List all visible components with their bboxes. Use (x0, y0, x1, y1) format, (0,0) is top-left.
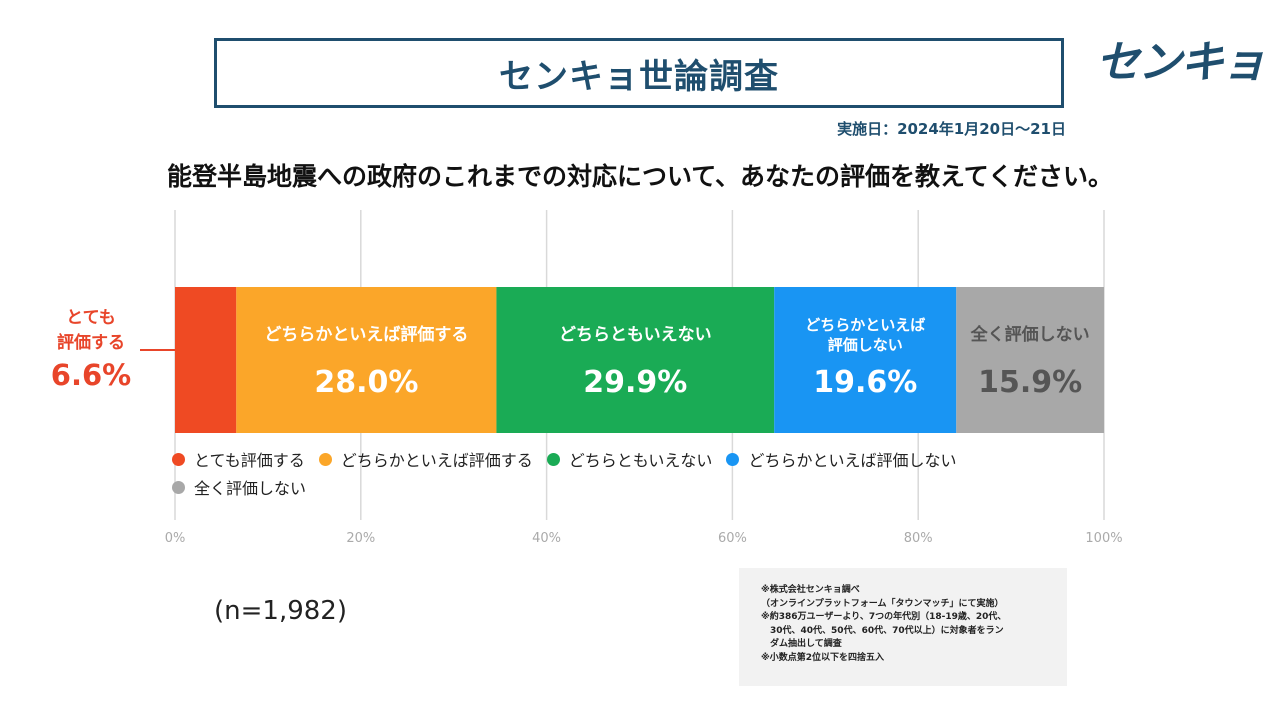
note-line: ※株式会社センキョ調べ (761, 585, 860, 595)
segment-value-label: 19.6% (813, 365, 917, 400)
segment-category-label: 評価しない (828, 336, 903, 354)
legend-label: どちらともいえない (568, 451, 713, 470)
bar-segments: どちらかといえば評価する 28.0% どちらともいえない 29.9% どちらかといえば評… (175, 287, 1104, 433)
first-segment-callout: とても評価する 6.6% (51, 308, 175, 392)
segment-value-label: 6.6% (51, 358, 131, 392)
bar-segment (496, 287, 775, 433)
segment-value-label: 28.0% (314, 365, 418, 400)
note-line: ※小数点第2位以下を四捨五入 (761, 652, 885, 663)
note-line: ※約386万ユーザーより、7つの年代別（18-19歳、20代、 (761, 612, 1007, 622)
bar-segment (175, 287, 237, 433)
chart-legend: とても評価する どちらかといえば評価する どちらともいえない どちらかといえば評価しな… (172, 448, 1052, 498)
bar-segment (236, 287, 497, 433)
legend-label: どちらかといえば評価しない (748, 451, 957, 470)
segment-category-label: どちらともいえない (559, 325, 712, 345)
segment-value-label: 15.9% (978, 365, 1082, 400)
legend-label: どちらかといえば評価する (340, 451, 533, 470)
legend-item: 全く評価しない (172, 476, 306, 498)
x-tick-label: 80% (904, 531, 933, 546)
bar-segment (956, 287, 1104, 433)
segment-category-label: どちらかといえば評価する (264, 324, 468, 345)
legend-item: どちらかといえば評価する (318, 448, 533, 470)
segment-category-label: とても (66, 308, 116, 328)
legend-label: 全く評価しない (194, 479, 307, 498)
x-tick-label: 40% (532, 531, 561, 546)
segment-category-label: 全く評価しない (970, 324, 1090, 345)
title-box: センキョ世論調査 (214, 38, 1064, 108)
note-line: （オンラインプラットフォーム「タウンマッチ」にて実施） (761, 598, 1004, 609)
segment-value-label: 29.9% (583, 365, 687, 400)
brand-logo: センキョ (1096, 37, 1266, 88)
segment-category-label: 評価する (57, 332, 125, 353)
x-tick-label: 60% (718, 531, 747, 546)
legend-swatch (172, 452, 185, 466)
note-line: ダム抽出して調査 (761, 639, 842, 649)
legend-item: どちらともいえない (546, 448, 713, 470)
legend-item: とても評価する (172, 448, 305, 470)
sample-size: (n=1,982) (214, 596, 347, 626)
survey-notes: ※株式会社センキョ調べ （オンラインプラットフォーム「タウンマッチ」にて実施） ※約… (739, 568, 1067, 686)
legend-swatch (318, 452, 332, 466)
survey-date: 実施日：2024年1月20日～21日 (837, 120, 1066, 138)
x-tick-label: 0% (165, 531, 186, 546)
x-tick-label: 20% (346, 531, 375, 546)
x-tick-label: 100% (1085, 531, 1122, 546)
legend-label: とても評価する (194, 451, 305, 470)
survey-question: 能登半島地震への政府のこれまでの対応について、あなたの評価を教えてください。 (166, 162, 1113, 191)
bar-segment (774, 287, 957, 433)
note-line: 30代、40代、50代、60代、70代以上）に対象者をラン (761, 625, 1004, 636)
page-title: センキョ世論調査 (499, 56, 779, 97)
x-axis-ticks: 0% 20% 40% 60% 80% 100% (165, 531, 1123, 546)
legend-swatch (726, 452, 740, 466)
segment-category-label: どちらかといえば (805, 316, 925, 334)
legend-swatch (172, 480, 185, 494)
legend-item: どちらかといえば評価しない (726, 448, 956, 470)
legend-swatch (546, 452, 560, 466)
